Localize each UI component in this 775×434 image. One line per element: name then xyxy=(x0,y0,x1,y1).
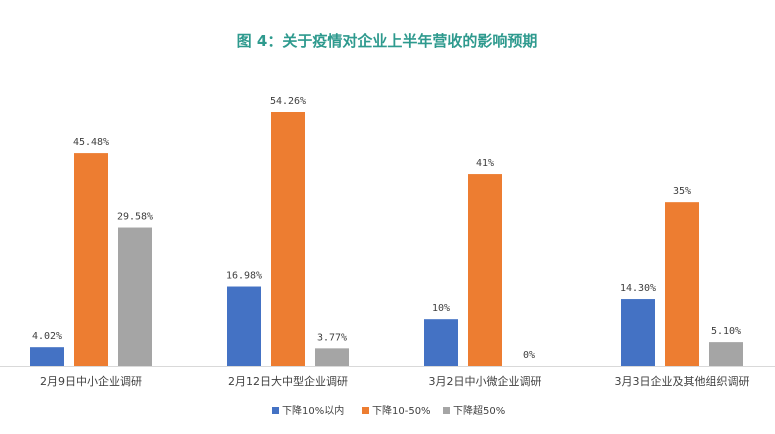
data-label: 41% xyxy=(476,158,494,169)
x-tick-labels: 2月9日中小企业调研 2月12日大中型企业调研 3月2日中小微企业调研 3月3日企业及… xyxy=(40,374,750,388)
bar xyxy=(74,153,108,366)
x-tick-label: 3月3日企业及其他组织调研 xyxy=(615,374,750,388)
data-labels-group: 4.02% 45.48% 29.58% 16.98% 54.26% 3.77% 10% 41%… xyxy=(32,96,741,361)
x-tick-label: 3月2日中小微企业调研 xyxy=(429,374,542,388)
x-tick-label: 2月12日大中型企业调研 xyxy=(228,374,348,388)
bar xyxy=(315,348,349,366)
bar xyxy=(468,174,502,366)
data-label: 54.26% xyxy=(270,96,306,107)
legend-label: 下降10-50% xyxy=(372,404,431,417)
legend-swatch xyxy=(272,407,279,414)
bar xyxy=(271,112,305,366)
data-label: 4.02% xyxy=(32,331,62,342)
data-label: 35% xyxy=(673,186,691,197)
data-label: 45.48% xyxy=(73,137,109,148)
bar xyxy=(30,347,64,366)
chart-title: 图 4：关于疫情对企业上半年营收的影响预期 xyxy=(237,32,538,50)
legend-swatch xyxy=(362,407,369,414)
data-label: 5.10% xyxy=(711,326,741,337)
x-tick-label: 2月9日中小企业调研 xyxy=(40,374,142,388)
bar xyxy=(227,286,261,366)
bars-group xyxy=(30,112,743,366)
bar xyxy=(665,202,699,366)
legend-label: 下降10%以内 xyxy=(282,404,344,417)
legend: 下降10%以内 下降10-50% 下降超50% xyxy=(272,404,505,417)
data-label: 10% xyxy=(432,303,450,314)
data-label: 14.30% xyxy=(620,283,656,294)
data-label: 0% xyxy=(523,350,535,361)
legend-swatch xyxy=(443,407,450,414)
bar xyxy=(424,319,458,366)
bar xyxy=(118,227,152,366)
bar xyxy=(709,342,743,366)
bar xyxy=(621,299,655,366)
data-label: 3.77% xyxy=(317,332,347,343)
legend-label: 下降超50% xyxy=(453,404,505,417)
data-label: 29.58% xyxy=(117,212,153,223)
data-label: 16.98% xyxy=(226,271,262,282)
